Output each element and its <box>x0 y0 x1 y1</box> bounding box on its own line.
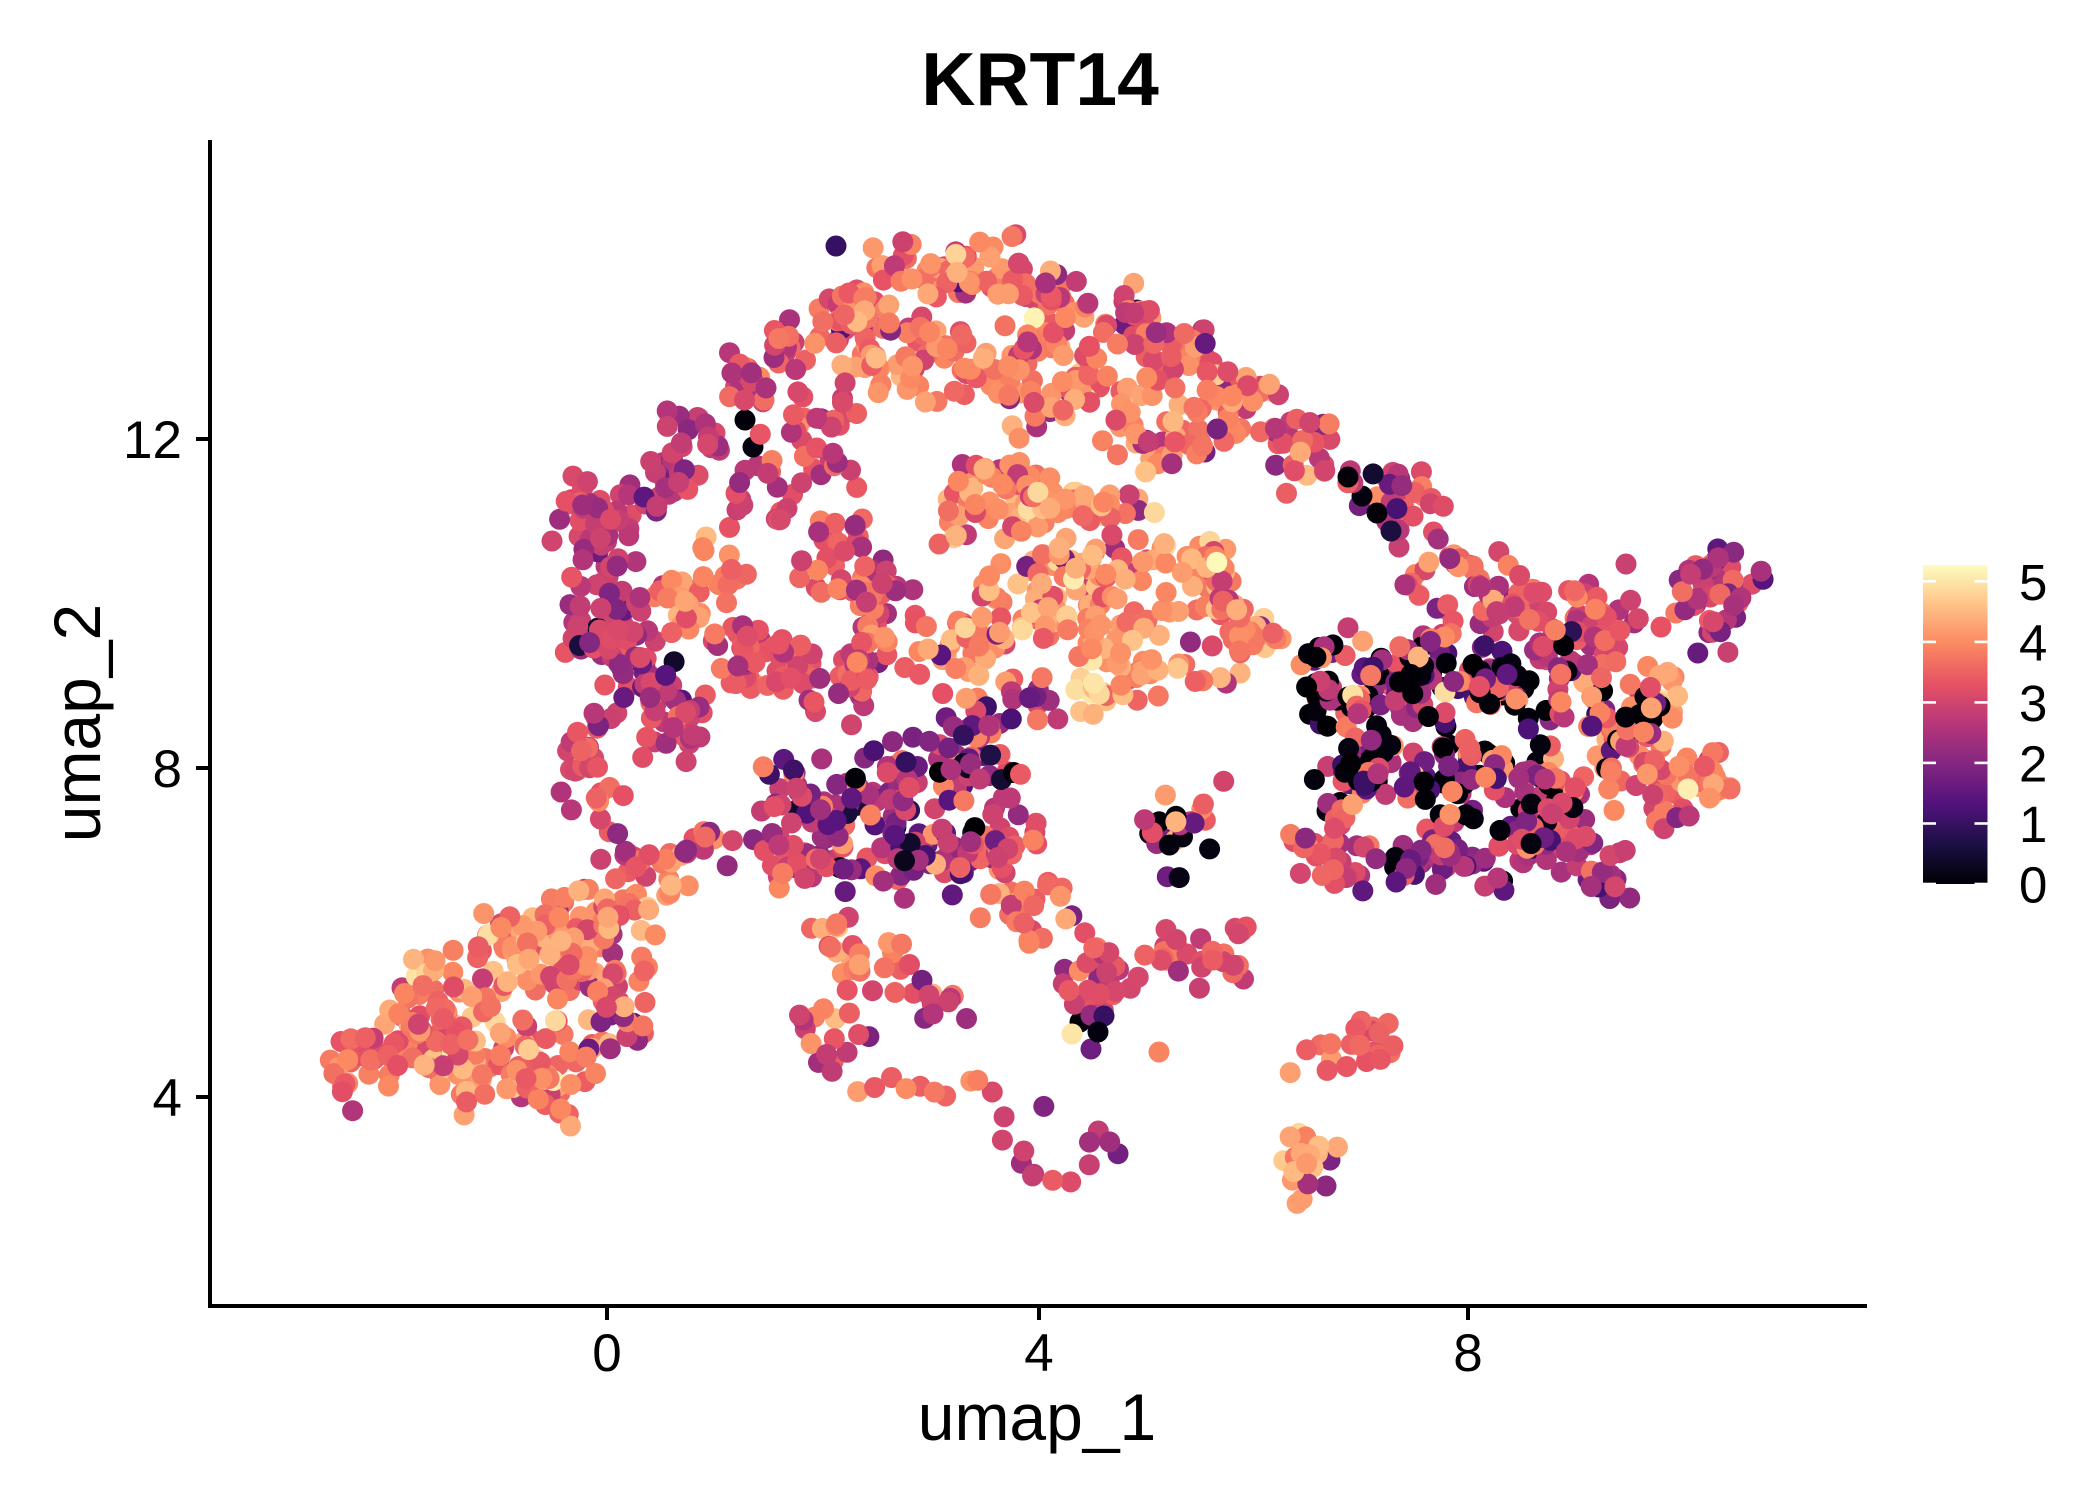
svg-text:12: 12 <box>123 411 182 470</box>
svg-text:8: 8 <box>153 740 182 799</box>
svg-text:4: 4 <box>1024 1324 1053 1383</box>
svg-text:umap_2: umap_2 <box>40 604 114 843</box>
svg-text:0: 0 <box>2019 857 2047 914</box>
svg-text:0: 0 <box>592 1324 621 1383</box>
svg-text:4: 4 <box>153 1069 182 1128</box>
svg-text:4: 4 <box>2019 614 2047 671</box>
svg-text:KRT14: KRT14 <box>921 37 1159 121</box>
svg-text:umap_1: umap_1 <box>918 1380 1157 1454</box>
svg-text:5: 5 <box>2019 554 2047 611</box>
svg-text:2: 2 <box>2019 735 2047 792</box>
svg-text:3: 3 <box>2019 675 2047 732</box>
svg-text:8: 8 <box>1453 1324 1482 1383</box>
svg-text:1: 1 <box>2019 796 2047 853</box>
